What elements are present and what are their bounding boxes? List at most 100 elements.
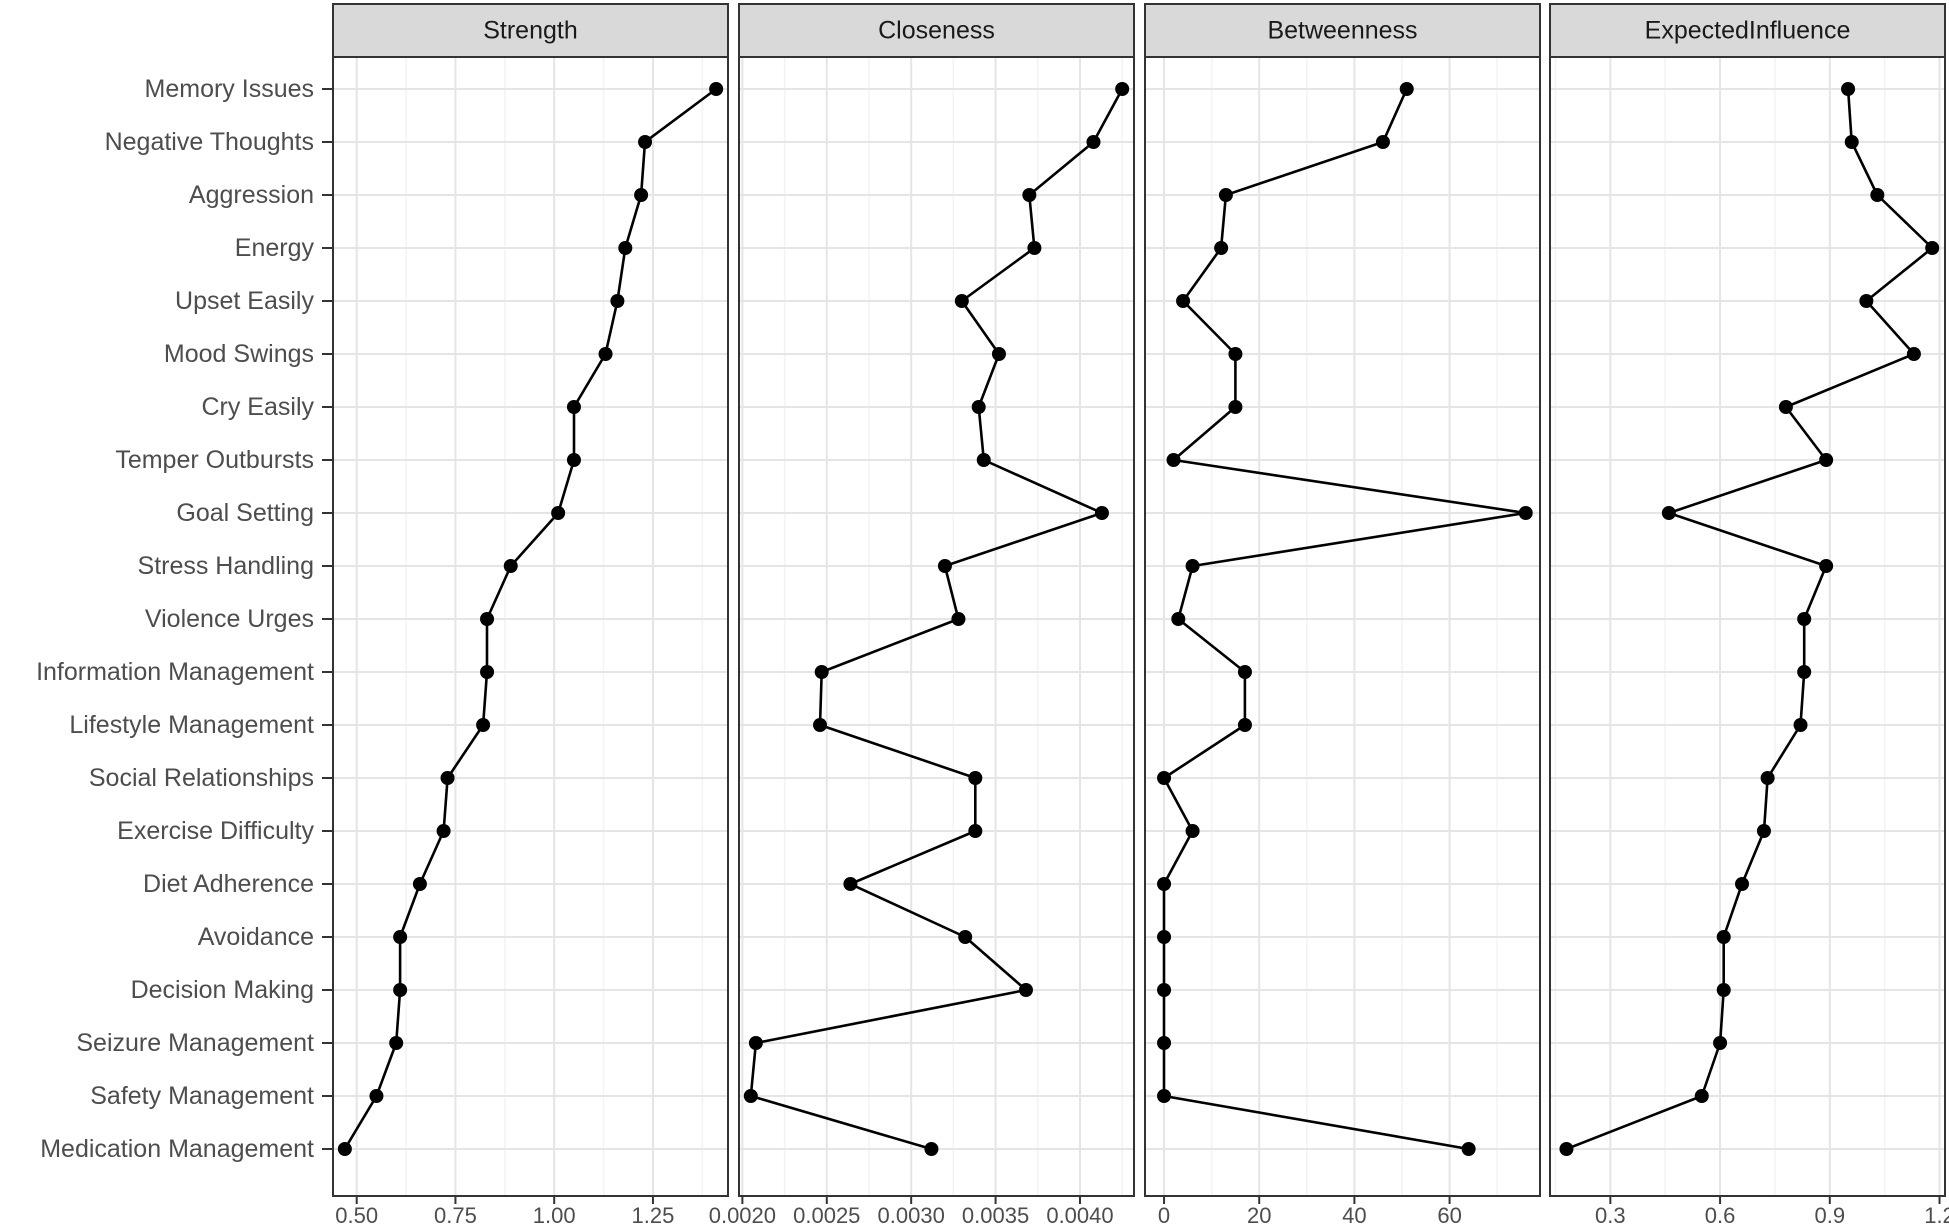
data-point bbox=[1756, 824, 1771, 838]
data-point bbox=[937, 559, 952, 573]
strip-title-expectedinfluence: ExpectedInfluence bbox=[1645, 17, 1851, 45]
data-point bbox=[1461, 1142, 1476, 1156]
data-point bbox=[1176, 294, 1191, 308]
y-tick-label-negative-thoughts: Negative Thoughts bbox=[105, 128, 314, 156]
data-point bbox=[440, 771, 455, 785]
data-point bbox=[369, 1089, 384, 1103]
data-point bbox=[1171, 612, 1186, 626]
data-point bbox=[1166, 453, 1181, 467]
x-tick-label: 0.9 bbox=[1814, 1203, 1845, 1223]
data-point bbox=[1778, 400, 1793, 414]
data-point bbox=[971, 400, 986, 414]
data-point bbox=[598, 347, 613, 361]
x-tick-label: 0.50 bbox=[335, 1203, 378, 1223]
data-point bbox=[618, 241, 633, 255]
x-tick-label: 0.75 bbox=[434, 1203, 477, 1223]
data-point bbox=[393, 983, 408, 997]
data-point bbox=[1157, 1089, 1172, 1103]
y-tick-label-diet-adherence: Diet Adherence bbox=[143, 870, 314, 898]
data-point bbox=[503, 559, 518, 573]
panel-closeness: Closeness 0.0020 0.0025 0.0030 0.0035 0.0040 bbox=[709, 3, 1135, 1228]
y-tick-label-violence-urges: Violence Urges bbox=[145, 605, 314, 633]
data-point bbox=[638, 135, 653, 149]
data-point bbox=[1218, 188, 1233, 202]
data-point bbox=[389, 1036, 404, 1050]
y-tick-label-aggression: Aggression bbox=[189, 181, 314, 209]
x-tick-label: 20 bbox=[1247, 1203, 1271, 1223]
y-tick-label-decision-making: Decision Making bbox=[131, 976, 314, 1004]
strip-title-betweenness: Betweenness bbox=[1267, 17, 1417, 45]
y-tick-label-lifestyle-management: Lifestyle Management bbox=[69, 711, 314, 739]
data-point bbox=[924, 1142, 939, 1156]
data-point bbox=[1819, 453, 1834, 467]
y-tick-label-temper-outbursts: Temper Outbursts bbox=[115, 446, 314, 474]
data-point bbox=[1214, 241, 1229, 255]
y-tick-label-stress-handling: Stress Handling bbox=[138, 552, 314, 580]
x-tick-label: 1.25 bbox=[632, 1203, 675, 1223]
y-tick-label-information-management: Information Management bbox=[36, 658, 314, 686]
data-point bbox=[1518, 506, 1533, 520]
y-tick-label-memory-issues: Memory Issues bbox=[145, 75, 314, 103]
data-point bbox=[951, 612, 966, 626]
data-point bbox=[634, 188, 649, 202]
data-point bbox=[1716, 930, 1731, 944]
data-point bbox=[480, 612, 495, 626]
data-point bbox=[1694, 1089, 1709, 1103]
data-point bbox=[1237, 665, 1252, 679]
y-tick-label-upset-easily: Upset Easily bbox=[175, 287, 314, 315]
y-tick-label-cry-easily: Cry Easily bbox=[201, 393, 314, 421]
data-point bbox=[968, 771, 983, 785]
x-tick-label: 40 bbox=[1342, 1203, 1366, 1223]
data-point bbox=[551, 506, 566, 520]
x-tick-label: 0.3 bbox=[1595, 1203, 1626, 1223]
data-point bbox=[1228, 347, 1243, 361]
y-tick-label-safety-management: Safety Management bbox=[90, 1082, 314, 1110]
strip-header bbox=[1549, 3, 1946, 58]
data-point bbox=[1185, 824, 1200, 838]
data-point bbox=[1844, 135, 1859, 149]
strip-title-strength: Strength bbox=[483, 17, 578, 45]
data-point bbox=[1157, 877, 1172, 891]
data-point bbox=[1086, 135, 1101, 149]
data-point bbox=[1906, 347, 1921, 361]
data-point bbox=[436, 824, 451, 838]
x-tick-label: 0.0035 bbox=[962, 1203, 1029, 1223]
panel-background bbox=[1550, 57, 1945, 1196]
data-point bbox=[566, 400, 581, 414]
data-point bbox=[1735, 877, 1750, 891]
data-point bbox=[1157, 1036, 1172, 1050]
data-point bbox=[610, 294, 625, 308]
data-point bbox=[743, 1089, 758, 1103]
panel-expectedinfluence: ExpectedInfluence 0.3 0.6 0.9 1.2 bbox=[1549, 3, 1949, 1228]
data-point bbox=[1661, 506, 1676, 520]
data-point bbox=[1870, 188, 1885, 202]
data-point bbox=[393, 930, 408, 944]
y-tick-label-mood-swings: Mood Swings bbox=[164, 340, 314, 368]
data-point bbox=[814, 665, 829, 679]
y-tick-label-avoidance: Avoidance bbox=[198, 923, 314, 951]
data-point bbox=[1185, 559, 1200, 573]
data-point bbox=[1157, 983, 1172, 997]
data-point bbox=[1713, 1036, 1728, 1050]
strip-header bbox=[738, 3, 1135, 58]
data-point bbox=[709, 82, 724, 96]
data-point bbox=[566, 453, 581, 467]
y-tick-label-medication-management: Medication Management bbox=[40, 1135, 314, 1163]
data-point bbox=[1115, 82, 1130, 96]
data-point bbox=[476, 718, 491, 732]
panel-background bbox=[1145, 57, 1540, 1196]
y-tick-label-exercise-difficulty: Exercise Difficulty bbox=[117, 817, 314, 845]
x-tick-label: 1.2 bbox=[1924, 1203, 1949, 1223]
data-point bbox=[968, 824, 983, 838]
data-point bbox=[1018, 983, 1033, 997]
data-point bbox=[1819, 559, 1834, 573]
data-point bbox=[748, 1036, 763, 1050]
data-point bbox=[1157, 771, 1172, 785]
strip-header bbox=[1144, 3, 1541, 58]
x-tick-label: 0.6 bbox=[1705, 1203, 1736, 1223]
y-tick-label-seizure-management: Seizure Management bbox=[76, 1029, 314, 1057]
data-point bbox=[1375, 135, 1390, 149]
data-point bbox=[1399, 82, 1414, 96]
panel-background bbox=[333, 57, 728, 1196]
